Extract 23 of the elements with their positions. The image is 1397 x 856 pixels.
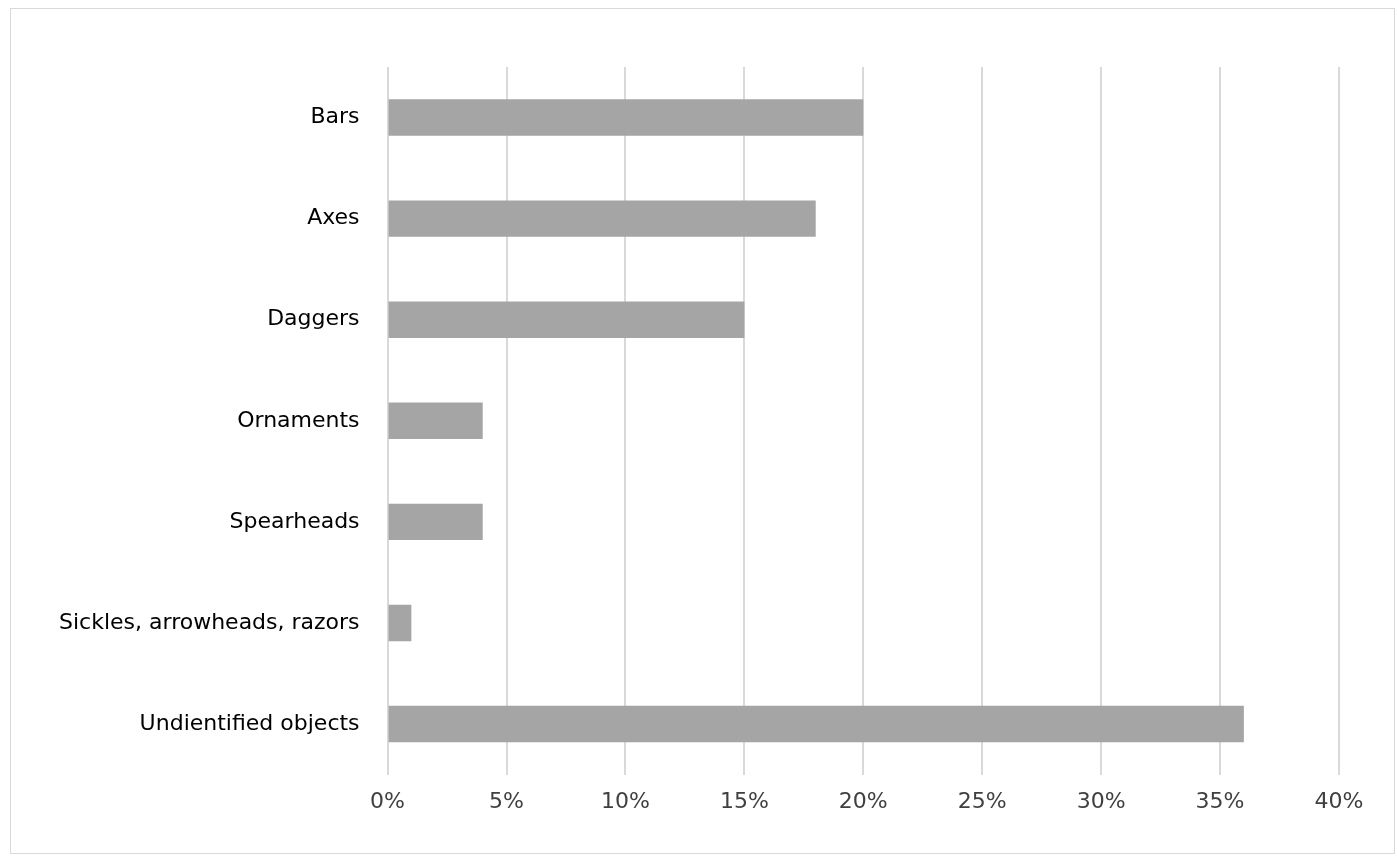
y-tick-label: Axes	[307, 204, 360, 230]
y-tick-label: Spearheads	[229, 507, 360, 533]
bar	[388, 705, 1244, 743]
bar	[388, 503, 483, 541]
y-tick-label: Bars	[310, 103, 360, 129]
x-tick-label: 20%	[838, 787, 888, 813]
x-tick-label: 25%	[957, 787, 1007, 813]
bar	[388, 604, 412, 642]
x-tick-label: 40%	[1314, 787, 1364, 813]
y-tick-label: Undientified objects	[139, 709, 360, 735]
bar	[388, 99, 864, 136]
x-tick-label: 10%	[600, 787, 650, 813]
bar	[388, 402, 483, 439]
x-tick-label: 35%	[1195, 787, 1245, 813]
x-tick-label: 30%	[1076, 787, 1126, 813]
y-tick-label: Daggers	[267, 305, 360, 331]
x-tick-label: 15%	[719, 787, 769, 813]
bar	[388, 301, 745, 338]
y-tick-label: Sickles, arrowheads, razors	[59, 608, 360, 634]
x-tick-label: 5%	[489, 787, 524, 813]
bar	[388, 200, 816, 237]
x-tick-label: 0%	[370, 787, 406, 813]
y-tick-label: Ornaments	[237, 406, 360, 432]
